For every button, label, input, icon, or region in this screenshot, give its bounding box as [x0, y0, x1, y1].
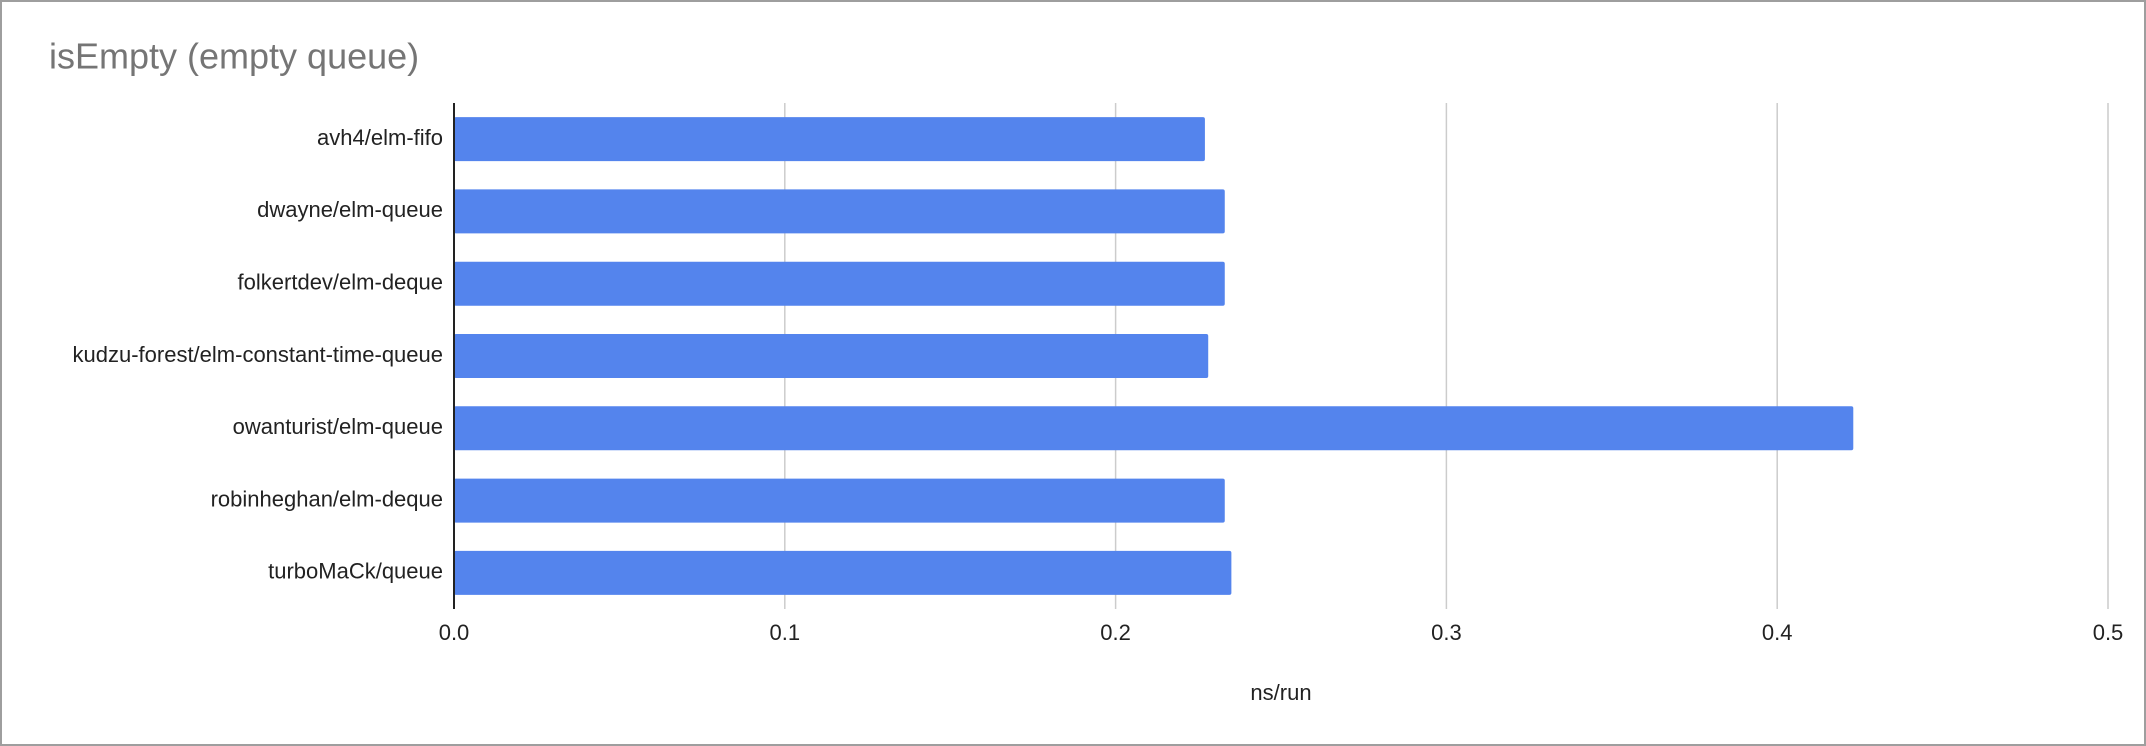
y-tick-label: folkertdev/elm-deque: [238, 270, 443, 295]
bar: [454, 550, 1232, 595]
bar: [454, 406, 1854, 451]
bar: [454, 117, 1205, 162]
x-axis-title: ns/run: [1250, 680, 1311, 705]
y-tick-label: turboMaCk/queue: [268, 559, 443, 584]
chart-title: isEmpty (empty queue): [49, 36, 419, 77]
bar: [454, 478, 1225, 523]
x-tick-label: 0.2: [1100, 620, 1131, 645]
bar: [454, 261, 1225, 306]
bar: [454, 334, 1209, 378]
x-tick-label: 0.5: [2093, 620, 2124, 645]
x-tick-label: 0.4: [1762, 620, 1793, 645]
x-tick-label: 0.1: [770, 620, 801, 645]
y-tick-label: owanturist/elm-queue: [233, 414, 443, 439]
y-tick-label: robinheghan/elm-deque: [211, 486, 443, 511]
x-tick-label: 0.0: [439, 620, 470, 645]
y-tick-label: avh4/elm-fifo: [317, 125, 443, 150]
y-tick-label: dwayne/elm-queue: [257, 197, 443, 222]
y-tick-label: kudzu-forest/elm-constant-time-queue: [73, 342, 444, 367]
x-tick-label: 0.3: [1431, 620, 1462, 645]
bar: [454, 189, 1225, 234]
